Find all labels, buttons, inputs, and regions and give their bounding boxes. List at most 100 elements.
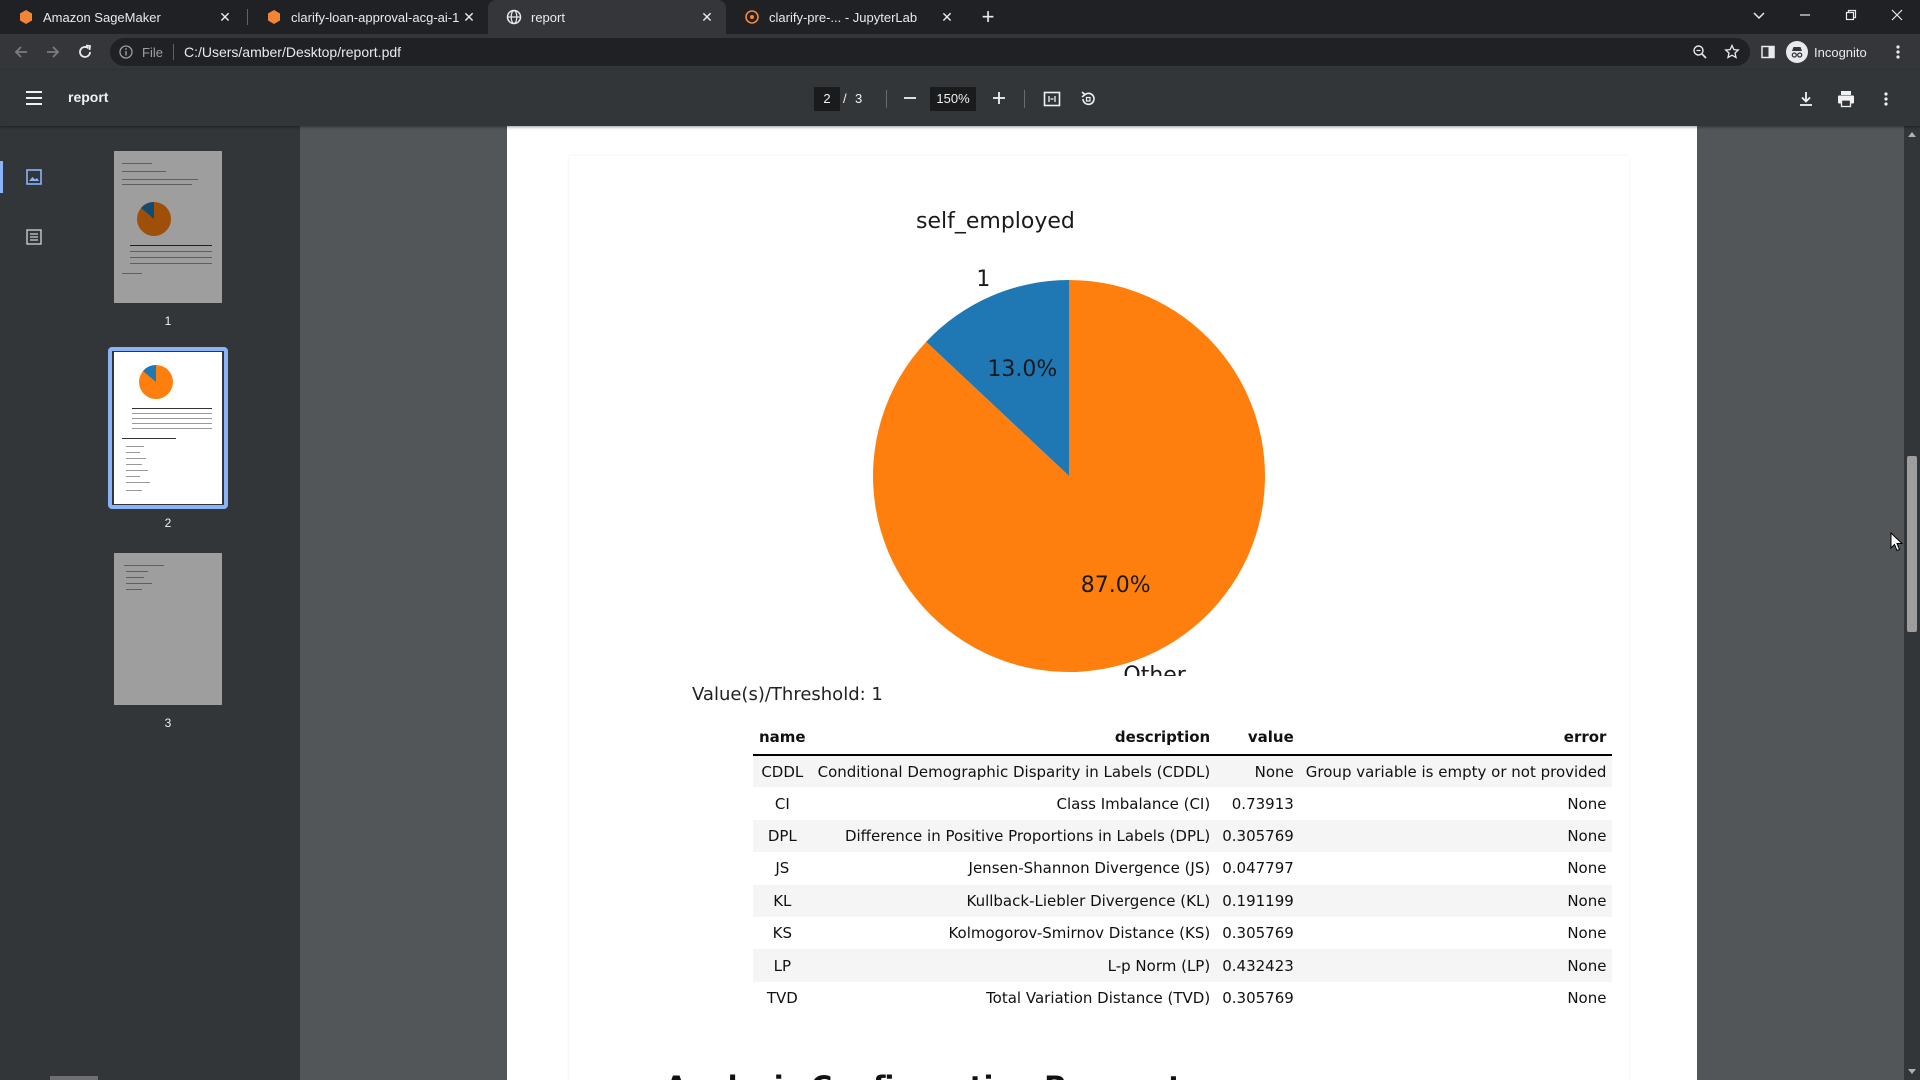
hamburger-menu-icon[interactable] <box>22 86 46 110</box>
close-icon[interactable]: ✕ <box>219 8 231 25</box>
cell-error: None <box>1567 924 1607 943</box>
cell-value: 0.432423 <box>1216 949 1300 982</box>
browser-tab-strip: Amazon SageMaker ✕ clarify-loan-approval… <box>0 0 1920 34</box>
forward-button[interactable] <box>40 39 66 65</box>
thumbnail-text-line <box>122 163 152 164</box>
thumbnail-text-line <box>126 458 146 459</box>
column-header-value: value <box>1216 722 1300 756</box>
zoom-out-button[interactable] <box>898 87 922 111</box>
tab-title: Amazon SageMaker <box>43 9 161 25</box>
table-row: DPL Difference in Positive Proportions in… <box>753 819 1613 853</box>
restore-button[interactable] <box>1828 0 1874 30</box>
fit-to-page-icon[interactable] <box>1040 87 1064 111</box>
tab-clarify-loan-approval[interactable]: clarify-loan-approval-acg-ai-122 ✕ <box>248 0 488 34</box>
cell-name: TVD <box>766 988 798 1007</box>
tab-title: report <box>531 9 565 25</box>
incognito-profile-button[interactable]: Incognito <box>1786 39 1867 65</box>
bookmark-star-icon[interactable] <box>1724 44 1740 60</box>
minimize-button[interactable] <box>1782 0 1828 30</box>
page-separator: / <box>843 91 847 106</box>
cell-error: None <box>1567 859 1607 878</box>
thumbnail-text-line <box>126 571 148 572</box>
thumbnail-text-line <box>126 476 140 477</box>
tab-report[interactable]: report ✕ <box>488 0 726 34</box>
print-icon[interactable] <box>1834 87 1858 111</box>
pie-category-label: Other <box>1123 663 1186 676</box>
table-row: CDDL Conditional Demographic Disparity in… <box>753 755 1613 788</box>
browser-menu-icon[interactable] <box>1888 42 1908 62</box>
cell-error: None <box>1567 988 1607 1007</box>
back-button[interactable] <box>8 39 34 65</box>
cell-error: None <box>1299 819 1613 853</box>
zoom-magnifier-icon[interactable] <box>1692 44 1708 60</box>
cell-description: Jensen-Shannon Divergence (JS) <box>968 859 1211 878</box>
zoom-level-input[interactable]: 150% <box>930 87 976 111</box>
side-panel-icon[interactable] <box>1758 42 1778 62</box>
vertical-scrollbar[interactable] <box>1904 126 1920 1080</box>
download-icon[interactable] <box>1794 87 1818 111</box>
scroll-up-arrow-icon[interactable] <box>1908 132 1916 137</box>
zoom-in-button[interactable] <box>987 87 1011 111</box>
jupyter-icon <box>745 10 759 24</box>
image-thumbnail-icon <box>26 169 42 185</box>
cell-value: None <box>1216 755 1300 788</box>
thumbnail-number: 1 <box>164 314 172 328</box>
pdf-viewport[interactable]: self_employed 13.0% 1 87.0% Other Value(s)/… <box>300 126 1904 1080</box>
table-row: LP L-p Norm (LP) 0.432423 None <box>753 949 1613 982</box>
url-text[interactable]: C:/Users/amber/Desktop/report.pdf <box>183 44 402 60</box>
table-body: CDDL Conditional Demographic Disparity in… <box>753 755 1613 1014</box>
tab-jupyterlab[interactable]: clarify-pre-... - JupyterLab ✕ <box>726 0 966 34</box>
window-close-button[interactable] <box>1874 0 1920 30</box>
new-tab-button[interactable]: + <box>981 4 995 29</box>
cell-description: Difference in Positive Proportions in La… <box>811 819 1217 853</box>
thumbnail-text-line <box>126 464 142 465</box>
cell-description: Conditional Demographic Disparity in Lab… <box>811 755 1217 788</box>
scroll-down-arrow-icon[interactable] <box>1908 1069 1916 1074</box>
thumbnail-text-line <box>132 413 212 414</box>
profile-label: Incognito <box>1814 44 1867 60</box>
info-icon[interactable] <box>118 44 134 60</box>
scrollbar-thumb[interactable] <box>1907 456 1917 632</box>
plus-icon <box>993 92 1005 104</box>
cell-name: KS <box>772 924 792 943</box>
document-title: report <box>68 89 109 105</box>
cell-name: KL <box>753 884 812 917</box>
sidebar-tabs <box>0 126 68 1080</box>
tab-search-chevron-icon[interactable] <box>1736 0 1782 30</box>
pie-percent-label: 87.0% <box>1081 573 1151 598</box>
close-icon[interactable]: ✕ <box>701 8 713 25</box>
outline-tab[interactable] <box>0 217 68 257</box>
selected-thumbnail-frame <box>108 347 228 509</box>
reload-button[interactable] <box>72 39 98 65</box>
page-number-input[interactable]: 2 <box>814 87 840 111</box>
close-icon[interactable]: ✕ <box>463 8 475 25</box>
thumbnail-text-line <box>126 482 150 483</box>
thumbnail-text-line <box>126 452 140 453</box>
rotate-icon[interactable] <box>1076 87 1100 111</box>
address-bar[interactable]: File C:/Users/amber/Desktop/report.pdf <box>110 38 1750 66</box>
page-thumbnail-2[interactable] <box>114 352 222 504</box>
thumbnail-text-line <box>122 438 176 439</box>
cell-description: Kullback-Liebler Divergence (KL) <box>811 884 1217 917</box>
pdf-toolbar: report 2 / 3 150% <box>0 70 1920 126</box>
page-thumbnail-1[interactable] <box>114 151 222 303</box>
more-options-icon[interactable] <box>1874 87 1898 111</box>
table-row: KL Kullback-Liebler Divergence (KL) 0.1911… <box>753 884 1613 917</box>
thumbnail-sidebar: 1 2 3 <box>0 126 300 1080</box>
thumbnail-text-line <box>130 263 212 264</box>
cell-error: None <box>1299 884 1613 917</box>
thumbnail-text-line <box>130 245 212 246</box>
thumbnails-tab[interactable] <box>0 157 68 197</box>
close-icon[interactable]: ✕ <box>941 8 953 25</box>
thumbnail-text-line <box>122 171 166 172</box>
cell-description: Kolmogorov-Smirnov Distance (KS) <box>948 924 1211 943</box>
thumbnail-text-line <box>122 273 142 274</box>
table-row: KS Kolmogorov-Smirnov Distance (KS) 0.3057… <box>753 917 1612 949</box>
page-thumbnail-3[interactable] <box>114 553 222 705</box>
thumbnail-text-line <box>122 184 192 185</box>
tab-amazon-sagemaker[interactable]: Amazon SageMaker ✕ <box>0 0 244 34</box>
cell-value: 0.73913 <box>1231 794 1294 813</box>
thumbnail-text-line <box>122 179 198 180</box>
horizontal-scrollbar-thumb[interactable] <box>50 1076 98 1080</box>
thumbnail-pie <box>137 201 171 236</box>
